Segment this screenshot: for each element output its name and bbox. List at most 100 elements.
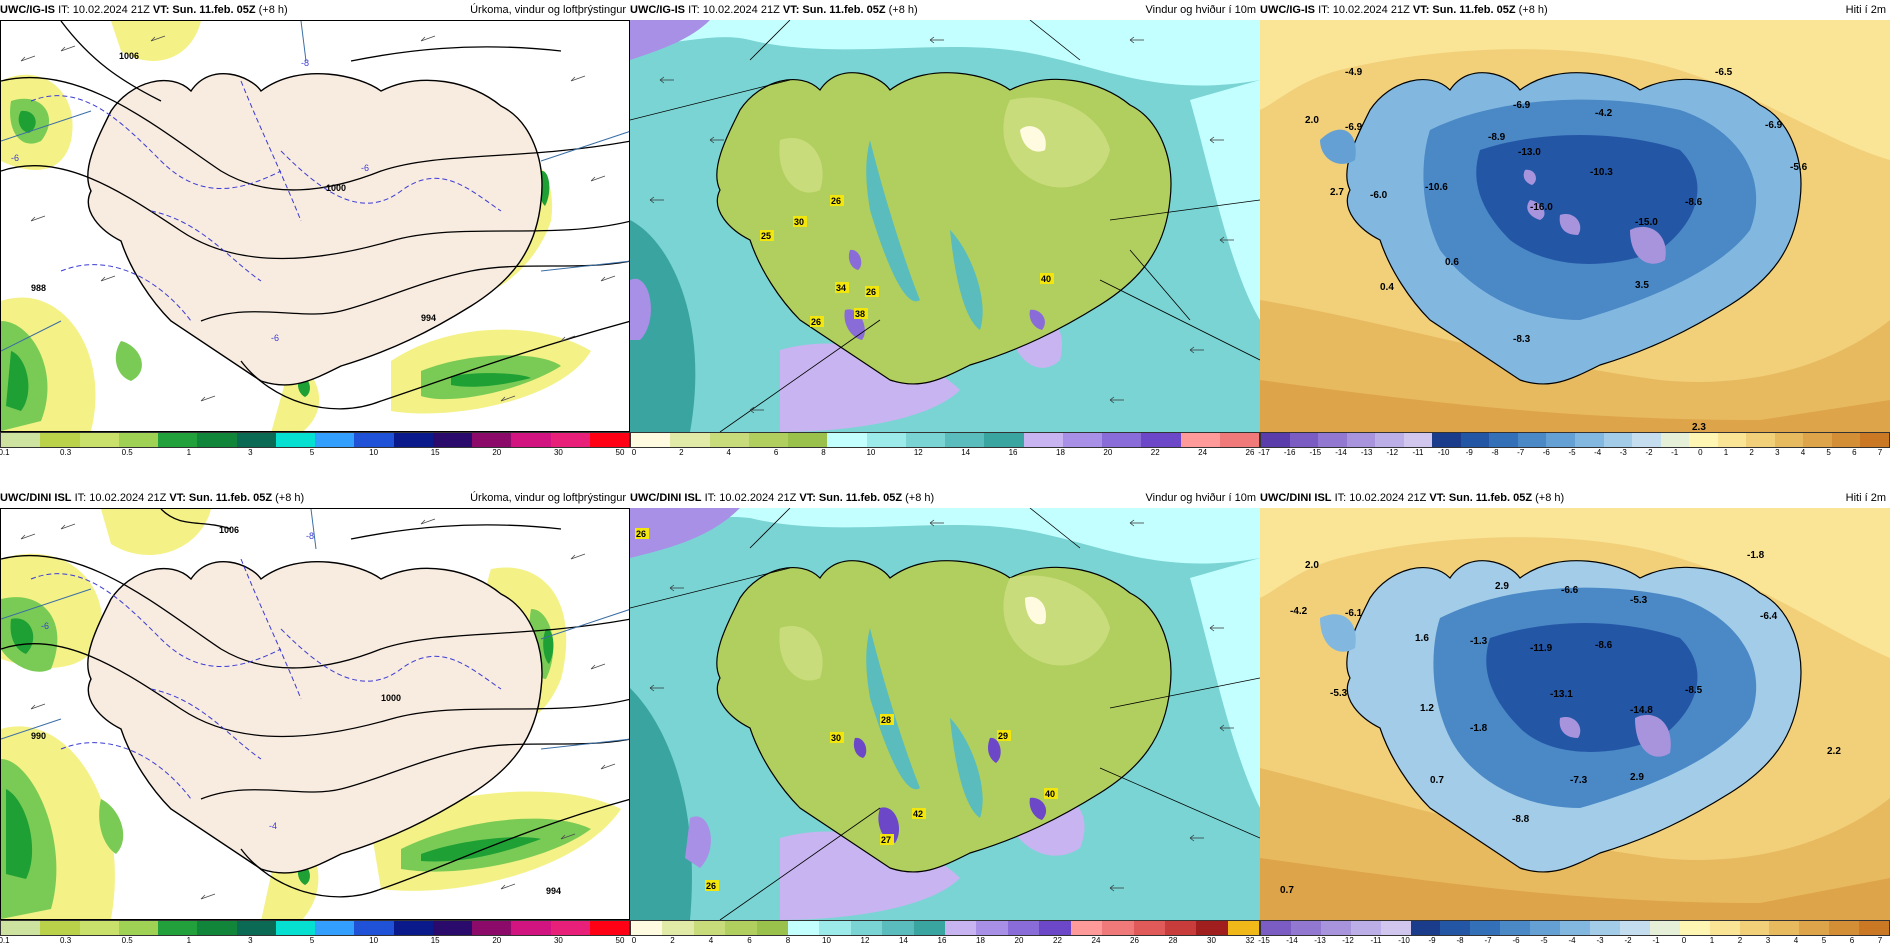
temp-value: -6.6 [1561, 585, 1579, 596]
colorbar-tick-label: 15 [430, 448, 440, 457]
colorbar-tick-label: -17 [1258, 448, 1270, 457]
temp-value: -10.6 [1425, 182, 1448, 193]
colorbar-tick-label: 2 [1737, 936, 1743, 945]
colorbar-swatch [945, 433, 985, 447]
temp-value: -11.9 [1530, 643, 1553, 654]
wind-colorbar-labels: 0 2 4 6 8 10 12 14 16 18 20 22 24 26 [630, 448, 1260, 462]
isobar-label: 1000 [381, 693, 401, 703]
colorbar-tick-label: 4 [1793, 936, 1799, 945]
colorbar-tick-label: -5 [1568, 448, 1576, 457]
isobar-label: 988 [31, 283, 46, 293]
valid-time-label: VT: [799, 492, 816, 504]
colorbar-swatch [432, 433, 472, 447]
colorbar-swatch [1689, 433, 1718, 447]
colorbar-swatch [589, 921, 629, 935]
precipitation-map[interactable]: 1006 1000 988 994 -8 -6 -6 -6 [0, 20, 630, 432]
colorbar-swatch [1546, 433, 1576, 447]
colorbar-tick-label: -2 [1624, 936, 1632, 945]
colorbar-swatch [1432, 433, 1461, 447]
temp-value: -16.0 [1530, 202, 1553, 213]
colorbar-tick-label: 10 [822, 936, 831, 945]
colorbar-tick-label: 10 [369, 936, 379, 945]
colorbar-swatch [1746, 433, 1775, 447]
panel-ig-precipitation: UWC/IG-IS IT: 10.02.2024 21Z VT: Sun. 11… [0, 0, 630, 462]
colorbar-swatch [662, 921, 694, 935]
colorbar-swatch [275, 921, 315, 935]
colorbar-swatch [118, 921, 158, 935]
colorbar-tick-label: -13 [1360, 448, 1373, 457]
wind-map[interactable]: 26 28 30 29 42 27 40 26 [630, 508, 1260, 920]
colorbar-swatch [1632, 433, 1661, 447]
colorbar-swatch [1261, 433, 1290, 447]
colorbar-swatch [432, 921, 472, 935]
colorbar-swatch [1180, 433, 1220, 447]
colorbar-swatch [236, 433, 276, 447]
precipitation-map[interactable]: 1006 1000 990 994 -8 -6 -4 [0, 508, 630, 920]
colorbar-swatch [1717, 433, 1747, 447]
model-name: UWC/IG-IS [1260, 4, 1315, 16]
colorbar-tick-label: 26 [1130, 936, 1139, 945]
temperature-colorbar-labels: -17 -16 -15 -14 -13 -12 -11 -10 -9 -8 -7 -6 -5 -4 -3 -2… [1258, 448, 1890, 462]
colorbar-swatch [472, 433, 512, 447]
colorbar-tick-label: 20 [492, 448, 502, 457]
colorbar-tick-label: 4 [726, 448, 731, 457]
isotherm-label: -6 [361, 163, 369, 173]
colorbar-swatch [40, 921, 80, 935]
colorbar-swatch [1062, 433, 1102, 447]
init-time: IT: 10.02.2024 21Z [688, 4, 780, 16]
colorbar-swatch [850, 921, 883, 935]
colorbar-tick-label: 14 [899, 936, 908, 945]
colorbar-tick-label: 30 [1207, 936, 1216, 945]
colorbar-swatch [275, 433, 315, 447]
lead-time: (+8 h) [888, 4, 918, 16]
colorbar-swatch [236, 921, 276, 935]
temp-value: 2.7 [1330, 187, 1344, 198]
colorbar-tick-label: 0 [1698, 448, 1703, 457]
isotherm-label: -8 [306, 531, 314, 541]
panel-title: Vindur og hviður í 10m [1145, 492, 1256, 504]
colorbar-tick-label: 3 [248, 936, 253, 945]
valid-time-label: VT: [152, 4, 170, 16]
temp-value: -1.8 [1470, 723, 1488, 734]
gust-label: 28 [880, 714, 894, 725]
temperature-map[interactable]: -1.8 2.0 -4.2 -6.1 2.9 -6.6 -5.3 -6.4 1.… [1260, 508, 1890, 920]
colorbar-tick-label: -8 [1456, 936, 1464, 945]
isobar-label: 990 [31, 731, 46, 741]
svg-text:29: 29 [998, 731, 1008, 741]
colorbar-swatch [1290, 921, 1321, 935]
colorbar-swatch [788, 433, 828, 447]
wind-map[interactable]: 26 30 25 34 26 38 26 40 [630, 20, 1260, 432]
temperature-map[interactable]: -4.9 2.0 -6.9 -6.9 -8.9 -13.0 -4.2 -6.5 … [1260, 20, 1890, 432]
svg-text:26: 26 [706, 881, 716, 891]
colorbar-tick-label: 0.5 [121, 448, 133, 457]
colorbar-tick-label: -5 [1540, 936, 1548, 945]
colorbar-swatch [40, 433, 80, 447]
colorbar-tick-label: 8 [785, 936, 791, 945]
colorbar-swatch [1709, 921, 1740, 935]
colorbar-swatch [1660, 433, 1690, 447]
panel-ig-temperature: UWC/IG-IS IT: 10.02.2024 21Z VT: Sun. 11… [1258, 0, 1890, 462]
temp-value: -6.9 [1345, 122, 1363, 133]
colorbar-tick-label: 5 [1826, 448, 1831, 457]
colorbar-tick-label: -6 [1512, 936, 1520, 945]
panel-title: Úrkoma, vindur og loftþrýstingur [470, 4, 626, 16]
isotherm-label: -6 [271, 333, 279, 343]
colorbar-swatch [1403, 433, 1433, 447]
colorbar-swatch [631, 433, 671, 447]
isobar-label: 994 [546, 886, 561, 896]
colorbar-swatch [1739, 921, 1770, 935]
colorbar-swatch [1829, 921, 1860, 935]
panel-ig-wind: UWC/IG-IS IT: 10.02.2024 21Z VT: Sun. 11… [630, 0, 1260, 462]
gust-label: 26 [830, 195, 844, 206]
colorbar-tick-label: 28 [1168, 936, 1178, 945]
panel-dini-precipitation: UWC/DINI ISL IT: 10.02.2024 21Z VT: Sun.… [0, 488, 630, 950]
colorbar-tick-label: 12 [913, 448, 923, 457]
lead-time: (+8 h) [1535, 492, 1565, 504]
isobar-label: 1006 [119, 51, 139, 61]
colorbar-tick-label: -14 [1286, 936, 1298, 945]
precipitation-colorbar [0, 432, 630, 448]
valid-time-label: VT: [169, 492, 186, 504]
temp-value: -6.9 [1513, 100, 1531, 111]
colorbar-tick-label: 0.1 [0, 448, 10, 457]
colorbar-tick-label: 4 [1800, 448, 1806, 457]
